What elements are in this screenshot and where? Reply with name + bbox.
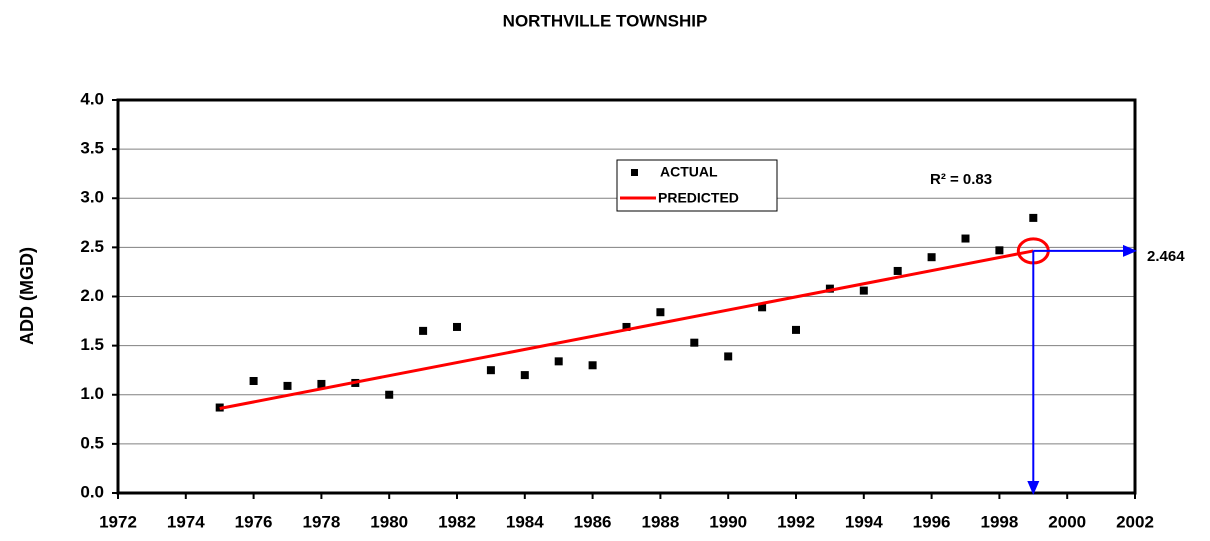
- x-tick-label: 1984: [506, 512, 544, 531]
- point: [792, 325, 800, 334]
- y-tick-label: 0.5: [80, 433, 104, 452]
- x-tick-label: 1978: [302, 512, 340, 531]
- point: [724, 352, 733, 361]
- point: [758, 303, 767, 312]
- trend-line: [219, 249, 1034, 410]
- x-tick-label: 1972: [99, 512, 137, 531]
- y-tick-label: 4.0: [80, 89, 104, 108]
- point: [1029, 213, 1038, 222]
- point: [927, 253, 936, 262]
- point: [995, 246, 1004, 255]
- x-tick-label: 1994: [845, 512, 883, 531]
- chart-title: NORTHVILLE TOWNSHIP: [503, 11, 708, 30]
- r-squared: R² = 0.83: [930, 171, 992, 188]
- x-tick-label: 2002: [1116, 512, 1154, 531]
- y-tick-label: 3.5: [80, 139, 104, 158]
- value-callout: 2.464: [1147, 248, 1185, 265]
- x-tick-label: 1998: [980, 512, 1018, 531]
- point: [317, 379, 326, 388]
- point: [588, 361, 597, 370]
- point: [622, 322, 631, 331]
- x-tick-label: 1988: [641, 512, 679, 531]
- x-tick-label: 1996: [913, 512, 951, 531]
- point: [554, 357, 563, 366]
- x-tick-label: 1992: [777, 512, 815, 531]
- y-tick-label: 1.0: [80, 384, 104, 403]
- y-tick-label: 2.5: [80, 237, 104, 256]
- x-tick-label: 2000: [1048, 512, 1086, 531]
- point: [249, 376, 258, 385]
- y-tick-label: 1.5: [80, 335, 104, 354]
- legend-marker: [631, 169, 638, 176]
- point: [453, 322, 461, 331]
- legend-label: ACTUAL: [660, 164, 718, 180]
- plot-frame: [116, 98, 1137, 495]
- point: [419, 326, 428, 335]
- x-tick-label: 1976: [235, 512, 273, 531]
- point: [656, 308, 665, 317]
- y-tick-label: 3.0: [80, 188, 104, 207]
- x-tick-label: 1980: [370, 512, 408, 531]
- point: [961, 234, 970, 243]
- point: [893, 266, 902, 275]
- point: [385, 390, 394, 399]
- x-tick-label: 1986: [574, 512, 612, 531]
- point: [825, 284, 834, 293]
- y-tick-label: 0.0: [80, 482, 104, 501]
- x-tick-label: 1982: [438, 512, 476, 531]
- arrowhead-v: [1027, 481, 1040, 495]
- point: [520, 371, 529, 380]
- point: [690, 338, 699, 347]
- legend-box: [616, 159, 778, 212]
- arrowhead-h: [1123, 244, 1137, 257]
- y-tick-label: 2.0: [80, 286, 104, 305]
- x-tick-label: 1974: [167, 512, 205, 531]
- point: [486, 366, 495, 375]
- point: [859, 286, 868, 295]
- x-tick-label: 1990: [709, 512, 747, 531]
- point: [283, 381, 292, 390]
- y-axis-label: ADD (MGD): [17, 247, 37, 345]
- legend-label: PREDICTED: [658, 190, 739, 206]
